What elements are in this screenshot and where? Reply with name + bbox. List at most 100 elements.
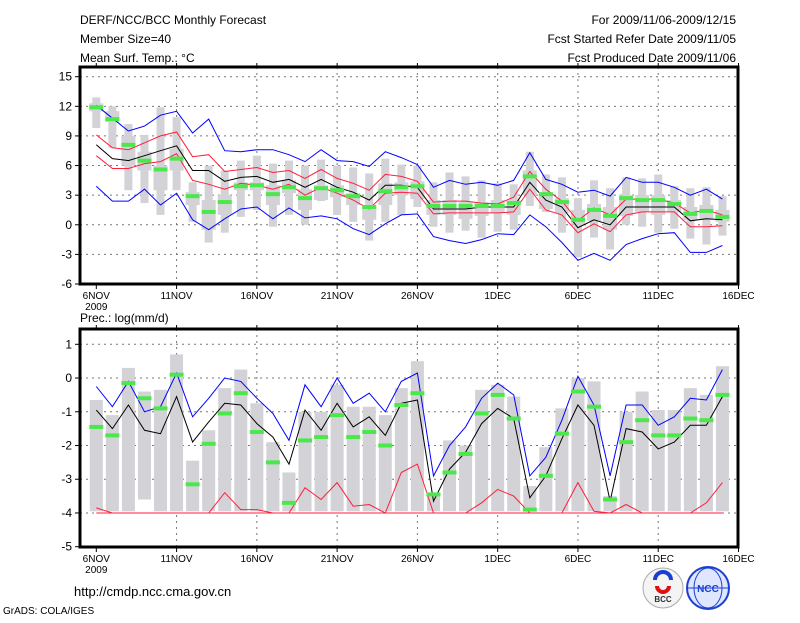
plot-frame xyxy=(78,327,740,549)
iqr-box xyxy=(201,200,216,230)
x-tick-label: 11DEC xyxy=(642,291,674,302)
green-marker xyxy=(281,185,296,190)
y-tick-label: -2 xyxy=(61,439,72,453)
range-bar xyxy=(410,361,424,512)
green-marker xyxy=(298,438,313,443)
range-bar xyxy=(378,415,392,512)
green-marker xyxy=(635,198,650,203)
range-bar xyxy=(443,440,457,512)
bcc-logo: BCC xyxy=(642,567,684,609)
green-marker xyxy=(169,372,184,377)
range-bar xyxy=(459,445,473,512)
x-tick-label: 6NOV xyxy=(83,554,111,565)
forecast-period: For 2009/11/06-2009/12/15 xyxy=(591,13,736,27)
green-marker xyxy=(603,213,618,218)
green-marker xyxy=(570,389,585,394)
green-marker xyxy=(265,192,280,197)
green-marker xyxy=(554,200,569,205)
range-bar xyxy=(137,391,151,500)
range-bar xyxy=(667,410,681,512)
green-marker xyxy=(378,189,393,194)
green-marker xyxy=(522,507,537,512)
green-marker xyxy=(715,214,730,219)
range-bar xyxy=(491,384,505,512)
green-marker xyxy=(298,196,313,201)
range-bar xyxy=(426,496,440,512)
range-bar xyxy=(587,381,601,512)
x-tick-label: 6DEC xyxy=(565,291,592,302)
green-marker xyxy=(137,158,152,163)
green-marker xyxy=(121,381,136,386)
series-blue-upper xyxy=(95,369,723,478)
green-marker xyxy=(137,396,152,401)
green-marker xyxy=(651,198,666,203)
green-marker xyxy=(89,105,104,110)
green-marker xyxy=(506,416,521,421)
green-marker xyxy=(281,500,296,505)
series-blue-lower xyxy=(95,185,723,261)
green-marker xyxy=(233,391,248,396)
start-date: Fcst Started Refer Date 2009/11/05 xyxy=(547,32,736,46)
green-marker xyxy=(105,433,120,438)
iqr-box xyxy=(105,111,120,123)
x-tick-label: 16DEC xyxy=(722,291,754,302)
green-marker xyxy=(346,435,361,440)
whisker-bar xyxy=(92,97,101,129)
green-marker xyxy=(201,441,216,446)
whisker-bar xyxy=(108,106,117,148)
iqr-box xyxy=(217,195,232,215)
green-marker xyxy=(410,184,425,189)
green-marker xyxy=(185,482,200,487)
green-marker xyxy=(346,194,361,199)
y-tick-label: -3 xyxy=(61,472,72,486)
x-year-label: 2009 xyxy=(85,565,108,576)
produced-date: Fcst Produced Date 2009/11/06 xyxy=(567,51,736,65)
iqr-box xyxy=(185,192,200,206)
grads-credit: GrADS: COLA/IGES xyxy=(3,606,94,617)
range-bar xyxy=(475,389,489,512)
figure-title: DERF/NCC/BCC Monthly Forecast xyxy=(80,13,267,27)
green-marker xyxy=(249,183,264,188)
ncc-logo: NCC xyxy=(686,566,730,610)
green-marker xyxy=(362,205,377,210)
green-marker xyxy=(522,174,537,179)
range-bar xyxy=(619,411,633,512)
green-marker xyxy=(587,207,602,212)
y-tick-label: 3 xyxy=(65,188,72,202)
green-marker xyxy=(490,392,505,397)
variable-label: Mean Surf. Temp.: °C xyxy=(80,51,195,65)
range-bar xyxy=(170,354,184,512)
green-marker xyxy=(153,406,168,411)
iqr-box xyxy=(346,193,361,206)
iqr-box xyxy=(410,181,425,200)
green-marker xyxy=(233,184,248,189)
website-url[interactable]: http://cmdp.ncc.cma.gov.cn xyxy=(74,584,231,599)
green-marker xyxy=(474,204,489,209)
range-bar xyxy=(635,391,649,512)
y-tick-label: 0 xyxy=(65,371,72,385)
green-marker xyxy=(330,188,345,193)
green-marker xyxy=(249,430,264,435)
range-bar xyxy=(154,389,168,512)
green-marker xyxy=(538,473,553,478)
green-marker xyxy=(490,204,505,209)
x-tick-label: 1DEC xyxy=(484,554,511,565)
green-marker xyxy=(619,196,634,201)
green-marker xyxy=(185,194,200,199)
green-marker xyxy=(105,117,120,122)
y-tick-label: -4 xyxy=(61,506,72,520)
x-tick-label: 21NOV xyxy=(321,554,354,565)
green-marker xyxy=(538,192,553,197)
green-marker xyxy=(426,492,441,497)
green-marker xyxy=(442,470,457,475)
precipitation-panel: 1 0 -1 -2 -3 -4 -5 6NOV 11NOV 16NOV 21NOV 26NOV 1DEC… xyxy=(61,325,755,576)
green-marker xyxy=(314,186,329,191)
x-tick-label: 11DEC xyxy=(642,554,674,565)
green-marker xyxy=(603,497,618,502)
series-ensemble-mean xyxy=(95,144,723,229)
range-bar xyxy=(121,367,135,512)
x-tick-label: 11NOV xyxy=(161,291,193,302)
green-marker xyxy=(89,424,104,429)
precip-panel-title: Prec.: log(mm/d) xyxy=(80,311,169,325)
